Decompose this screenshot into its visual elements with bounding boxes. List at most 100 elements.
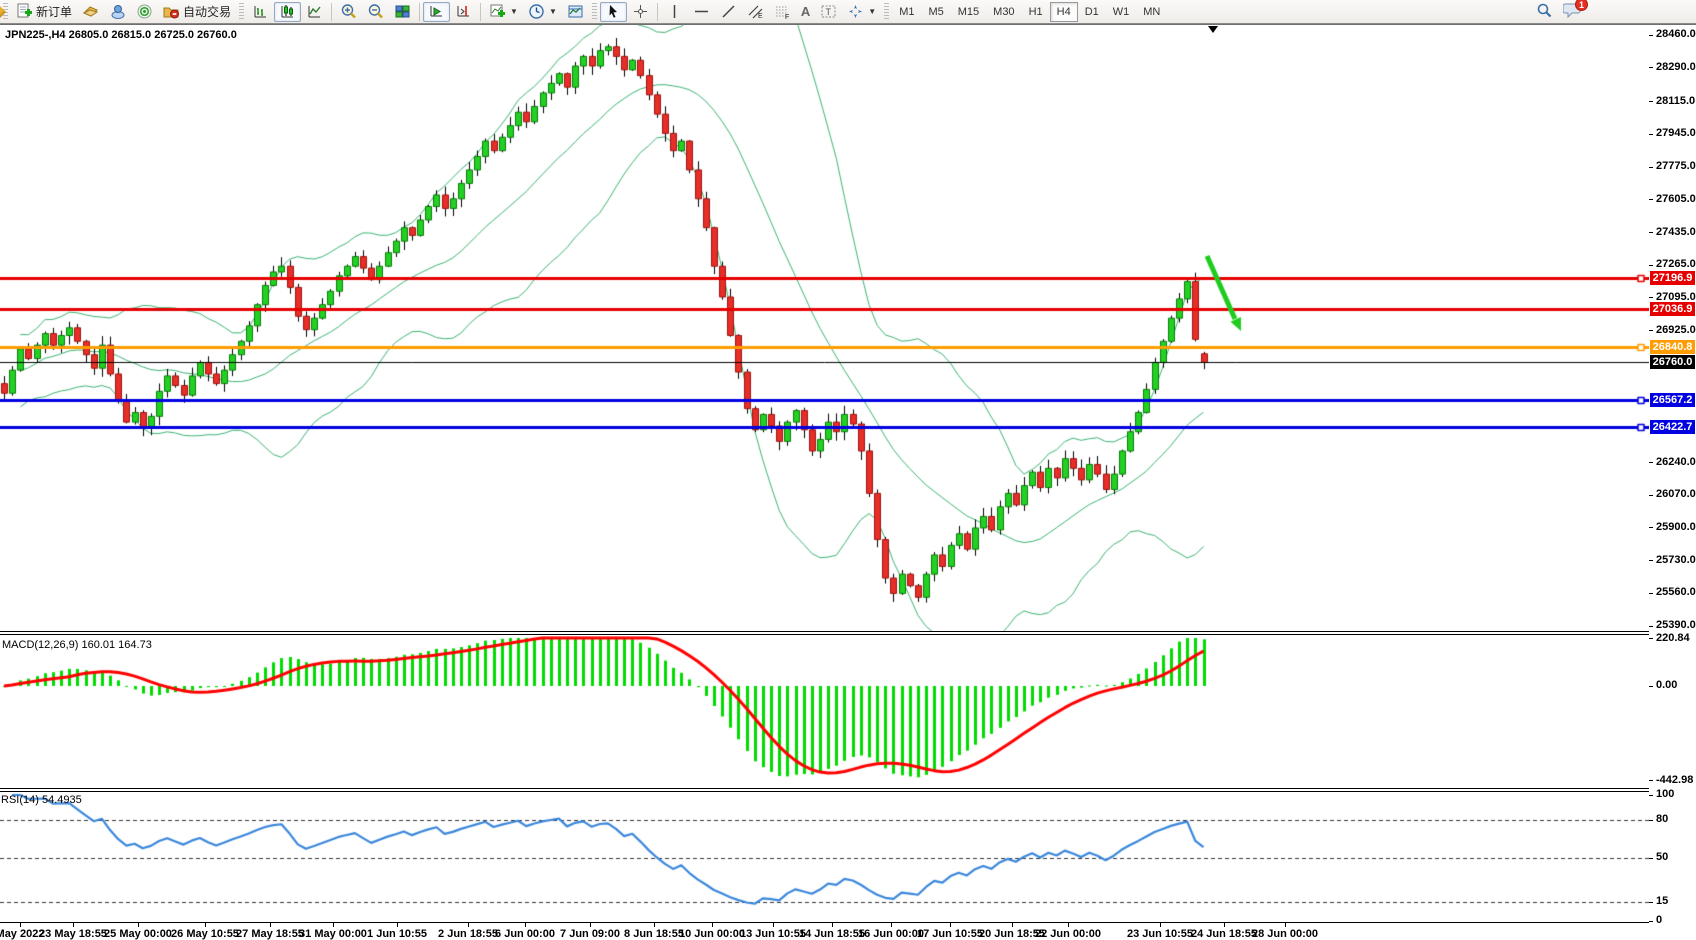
auto-scroll-button[interactable] [423, 1, 451, 22]
zoom-out-button[interactable] [362, 2, 389, 22]
toolbar-grip[interactable] [884, 2, 890, 21]
price-tick-label: 27775.0 [1656, 160, 1696, 173]
timeframe-m15-button[interactable]: M15 [957, 5, 980, 18]
rsi-tick-mark [1649, 920, 1653, 922]
signals-button[interactable] [131, 2, 158, 22]
vertical-line-button[interactable] [661, 2, 688, 22]
autotrading-icon [163, 3, 180, 20]
time-tick-label: 23 Jun 10:55 [1126, 928, 1194, 940]
macd-canvas[interactable] [0, 636, 1649, 788]
timeframe-m30-button[interactable]: M30 [993, 5, 1015, 18]
price-axis[interactable]: 28460.0 28290.0 28115.0 27945.0 27775.0 27605… [1649, 25, 1696, 926]
chat-badge: 1 [1575, 0, 1588, 11]
candlestick-chart-button[interactable] [274, 1, 302, 22]
price-line-tag: 27036.9 [1650, 302, 1695, 317]
macd-tick-label: 0.00 [1656, 679, 1678, 691]
price-line-tag: 26760.0 [1650, 355, 1695, 370]
time-tick-mark [950, 923, 951, 927]
rsi-tick-label: 100 [1656, 788, 1675, 800]
crosshair-icon [632, 3, 649, 20]
time-tick-mark [397, 923, 398, 927]
chevron-down-icon: ▼ [510, 7, 518, 16]
time-tick-label: 28 Jun 00:00 [1251, 928, 1319, 940]
search-icon[interactable] [1536, 2, 1553, 19]
toolbar-separator [419, 2, 421, 21]
crosshair-button[interactable] [627, 2, 654, 22]
trendline-icon [720, 3, 737, 20]
time-tick-mark [712, 923, 713, 927]
price-tick-label: 25900.0 [1656, 520, 1696, 533]
chat-icon[interactable]: 1 [1563, 0, 1588, 19]
time-tick-mark [773, 923, 774, 927]
price-tick-label: 25390.0 [1656, 619, 1696, 632]
autotrading-button[interactable]: 自动交易 [158, 2, 236, 22]
timeframe-h1-button[interactable]: H1 [1028, 5, 1043, 18]
main-chart-canvas[interactable] [0, 25, 1649, 631]
trendline-button[interactable] [715, 2, 742, 22]
templates-icon [567, 3, 584, 20]
price-line-tag: 26567.2 [1650, 392, 1695, 407]
price-tick-mark [1649, 67, 1653, 69]
timeframe-w1-button[interactable]: W1 [1112, 5, 1130, 18]
rsi-tick-mark [1649, 901, 1653, 903]
rsi-canvas[interactable] [0, 792, 1649, 921]
macd-tick-mark [1649, 685, 1653, 687]
timeframe-d1-button[interactable]: D1 [1084, 5, 1099, 18]
zoom-in-button[interactable] [335, 2, 362, 22]
fibonacci-button[interactable]: F [769, 2, 796, 22]
rsi-tick-mark [1649, 819, 1653, 821]
tile-windows-button[interactable] [389, 2, 416, 22]
rsi-tick-mark [1649, 857, 1653, 859]
time-tick-mark [333, 923, 334, 927]
price-tick-mark [1649, 232, 1653, 233]
arrows-button[interactable]: ▼ [842, 2, 881, 22]
svg-text:T: T [826, 7, 832, 17]
indicators-button[interactable]: ▼ [484, 2, 523, 22]
equidistant-channel-button[interactable]: E [742, 2, 769, 22]
price-tick-mark [1649, 462, 1653, 464]
text-button[interactable]: A [796, 2, 815, 22]
price-tick-mark [1649, 264, 1653, 266]
time-tick-mark [1068, 923, 1069, 927]
new-order-button[interactable]: 新订单 [11, 2, 77, 22]
profile-icon [109, 3, 126, 20]
horizontal-line-button[interactable] [688, 2, 715, 22]
pane-separator[interactable] [0, 631, 1649, 635]
timeframe-h4-button[interactable]: H4 [1049, 1, 1078, 22]
time-tick-label: 13 Jun 10:55 [739, 928, 807, 940]
rsi-tick-mark [1649, 794, 1653, 796]
chart-shift-button[interactable] [450, 2, 477, 22]
time-tick-label: 27 May 18:55 [236, 928, 304, 940]
time-tick-mark [1285, 923, 1286, 927]
horizontal-line-icon [693, 3, 710, 20]
zoom-in-icon [340, 3, 357, 20]
timeframe-m1-button[interactable]: M1 [899, 5, 915, 18]
periods-button[interactable]: ▼ [523, 2, 562, 22]
time-axis[interactable]: May 2022 23 May 18:55 25 May 00:00 26 May 1… [0, 922, 1649, 940]
text-label-button[interactable]: T [815, 2, 842, 22]
timeframe-mn-button[interactable]: MN [1143, 5, 1161, 18]
time-tick-label: 16 Jun 00:00 [857, 928, 925, 940]
pane-separator[interactable] [0, 788, 1649, 792]
text-label-icon: T [820, 3, 837, 20]
time-tick-mark [468, 923, 469, 927]
templates-button[interactable] [562, 2, 589, 22]
new-order-icon [16, 3, 33, 20]
profile-button[interactable] [104, 2, 131, 22]
signals-icon [136, 3, 153, 20]
toolbar-grip[interactable] [239, 2, 245, 21]
chart-shift-marker-icon[interactable] [1208, 26, 1218, 33]
time-tick-label: 10 Jun 00:00 [678, 928, 746, 940]
line-chart-button[interactable] [301, 2, 328, 22]
bar-chart-icon [252, 3, 269, 20]
wallet-button[interactable] [77, 2, 104, 22]
toolbar-grip[interactable] [591, 2, 597, 21]
time-tick-mark [20, 923, 21, 927]
rsi-tick-label: 80 [1656, 813, 1669, 826]
time-tick-label: 8 Jun 18:55 [624, 928, 684, 940]
timeframe-m5-button[interactable]: M5 [928, 5, 944, 18]
cursor-button[interactable] [599, 1, 627, 22]
time-tick-label: May 2022 [0, 928, 45, 940]
bar-chart-button[interactable] [247, 2, 274, 22]
